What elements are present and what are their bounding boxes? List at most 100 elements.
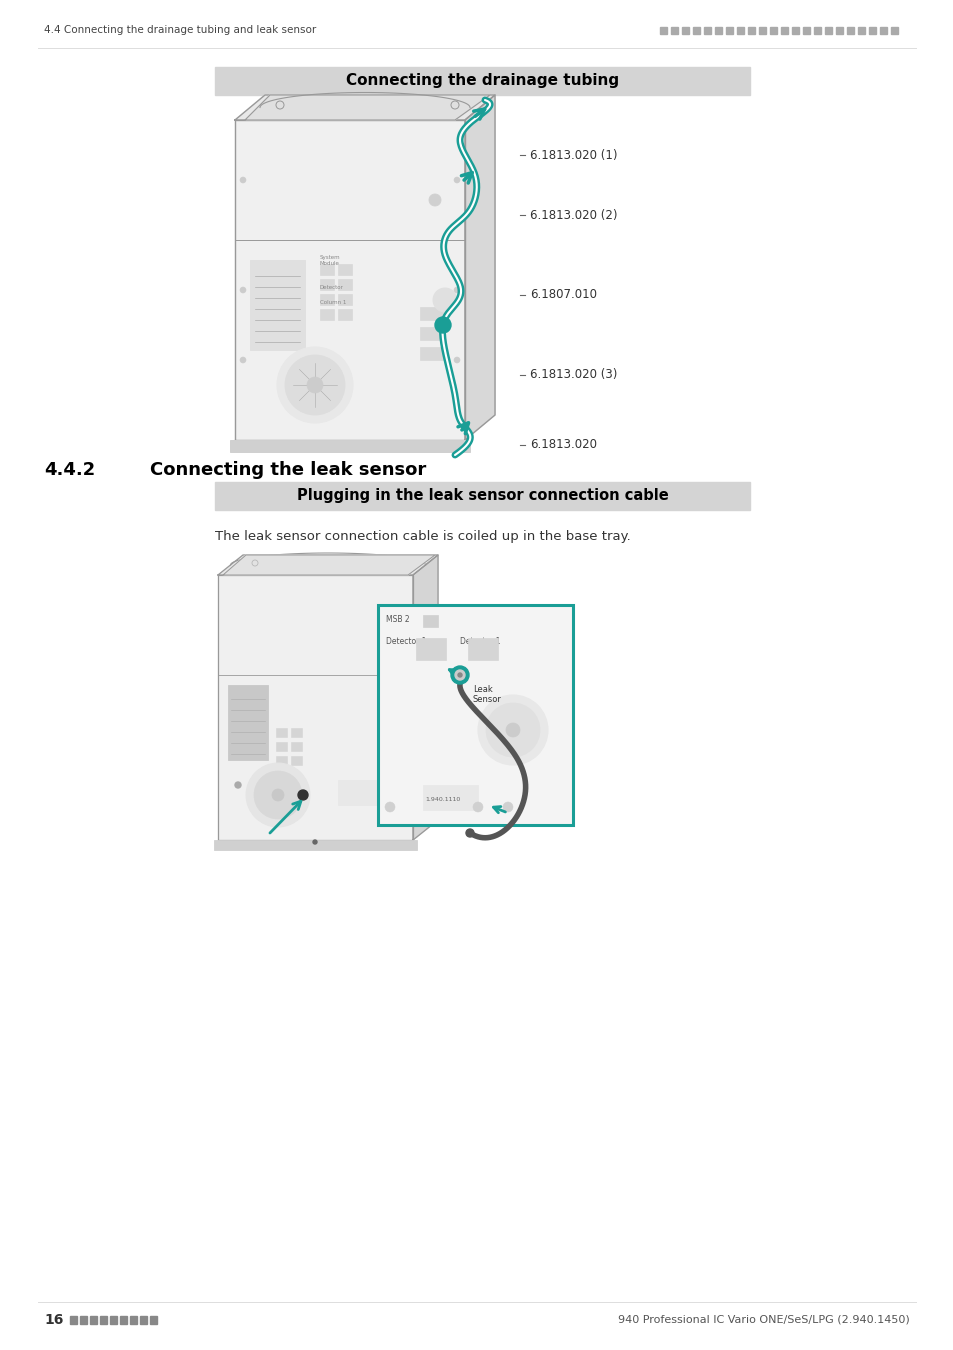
Bar xyxy=(337,294,352,305)
Text: Leak
Sensor: Leak Sensor xyxy=(473,684,501,705)
Circle shape xyxy=(297,790,308,801)
Bar xyxy=(70,1316,77,1324)
Bar xyxy=(291,728,302,737)
Text: 6.1813.020: 6.1813.020 xyxy=(530,439,597,451)
Bar xyxy=(337,279,352,290)
Polygon shape xyxy=(234,95,495,120)
Text: The leak sensor connection cable is coiled up in the base tray.: The leak sensor connection cable is coil… xyxy=(214,531,630,543)
Bar xyxy=(319,294,334,305)
Bar xyxy=(759,27,765,34)
Circle shape xyxy=(253,771,302,819)
Bar xyxy=(291,743,302,751)
Text: Column 1: Column 1 xyxy=(319,300,346,305)
Bar xyxy=(419,327,444,340)
Bar xyxy=(468,639,497,660)
Bar xyxy=(868,27,875,34)
Bar xyxy=(230,440,470,452)
Bar xyxy=(100,1316,107,1324)
Bar xyxy=(90,1316,97,1324)
Circle shape xyxy=(451,666,469,684)
Text: Detector: Detector xyxy=(319,285,343,290)
Bar xyxy=(419,306,444,320)
Bar xyxy=(110,1316,117,1324)
Text: 940 Professional IC Vario ONE/SeS/LPG (2.940.1450): 940 Professional IC Vario ONE/SeS/LPG (2… xyxy=(618,1315,909,1324)
Bar xyxy=(337,265,352,275)
Bar xyxy=(377,605,573,825)
Polygon shape xyxy=(218,575,413,840)
Bar xyxy=(228,684,268,760)
Circle shape xyxy=(454,177,459,184)
Bar xyxy=(659,27,666,34)
Bar xyxy=(319,265,334,275)
Polygon shape xyxy=(413,555,437,840)
Circle shape xyxy=(246,763,310,828)
Text: 16: 16 xyxy=(44,1314,63,1327)
Circle shape xyxy=(240,177,246,184)
Text: 4.4.2: 4.4.2 xyxy=(44,460,95,479)
Bar xyxy=(846,27,853,34)
Bar xyxy=(835,27,842,34)
Bar xyxy=(275,756,287,765)
Circle shape xyxy=(272,788,284,801)
Circle shape xyxy=(313,840,316,844)
Bar xyxy=(670,27,678,34)
Bar xyxy=(747,27,754,34)
Circle shape xyxy=(234,782,241,788)
Circle shape xyxy=(240,288,246,293)
Bar xyxy=(120,1316,127,1324)
Bar xyxy=(130,1316,137,1324)
Polygon shape xyxy=(464,95,495,440)
Circle shape xyxy=(477,695,547,765)
Text: Plugging in the leak sensor connection cable: Plugging in the leak sensor connection c… xyxy=(296,489,668,504)
Bar xyxy=(813,27,821,34)
Circle shape xyxy=(307,377,323,393)
Bar xyxy=(319,279,334,290)
Bar xyxy=(140,1316,147,1324)
Bar xyxy=(291,756,302,765)
Bar xyxy=(214,482,749,510)
Bar xyxy=(681,27,688,34)
Text: 6.1813.020 (2): 6.1813.020 (2) xyxy=(530,208,617,221)
Bar xyxy=(337,309,352,320)
Text: Detector 1: Detector 1 xyxy=(459,637,500,647)
Bar xyxy=(725,27,732,34)
Polygon shape xyxy=(245,95,490,120)
Circle shape xyxy=(473,802,482,811)
Circle shape xyxy=(455,670,464,680)
Bar xyxy=(150,1316,157,1324)
Bar xyxy=(703,27,710,34)
Bar xyxy=(802,27,809,34)
Bar xyxy=(213,840,416,850)
Bar xyxy=(275,728,287,737)
Circle shape xyxy=(502,802,513,811)
Circle shape xyxy=(485,703,539,757)
Bar xyxy=(781,27,787,34)
Text: Connecting the leak sensor: Connecting the leak sensor xyxy=(150,460,426,479)
Bar xyxy=(337,780,382,805)
Circle shape xyxy=(385,802,395,811)
Bar xyxy=(214,68,749,94)
Bar xyxy=(275,743,287,751)
Text: 1.940.1110: 1.940.1110 xyxy=(424,798,459,802)
Bar xyxy=(714,27,721,34)
Polygon shape xyxy=(218,555,437,575)
Circle shape xyxy=(276,347,353,423)
Bar xyxy=(857,27,864,34)
Text: 6.1813.020 (3): 6.1813.020 (3) xyxy=(530,369,617,382)
Bar xyxy=(791,27,799,34)
Bar xyxy=(419,347,444,360)
Bar xyxy=(416,639,446,660)
Circle shape xyxy=(454,356,459,363)
Text: 4.4 Connecting the drainage tubing and leak sensor: 4.4 Connecting the drainage tubing and l… xyxy=(44,26,315,35)
Text: Connecting the drainage tubing: Connecting the drainage tubing xyxy=(346,73,618,89)
Text: 6.1807.010: 6.1807.010 xyxy=(530,289,597,301)
Text: Detector 1: Detector 1 xyxy=(386,637,426,647)
Circle shape xyxy=(457,674,461,676)
Circle shape xyxy=(429,194,440,207)
Bar xyxy=(879,27,886,34)
Circle shape xyxy=(505,724,519,737)
Text: 6.1813.020 (1): 6.1813.020 (1) xyxy=(530,148,617,162)
Bar xyxy=(422,616,437,626)
Bar xyxy=(319,309,334,320)
Polygon shape xyxy=(223,555,435,575)
